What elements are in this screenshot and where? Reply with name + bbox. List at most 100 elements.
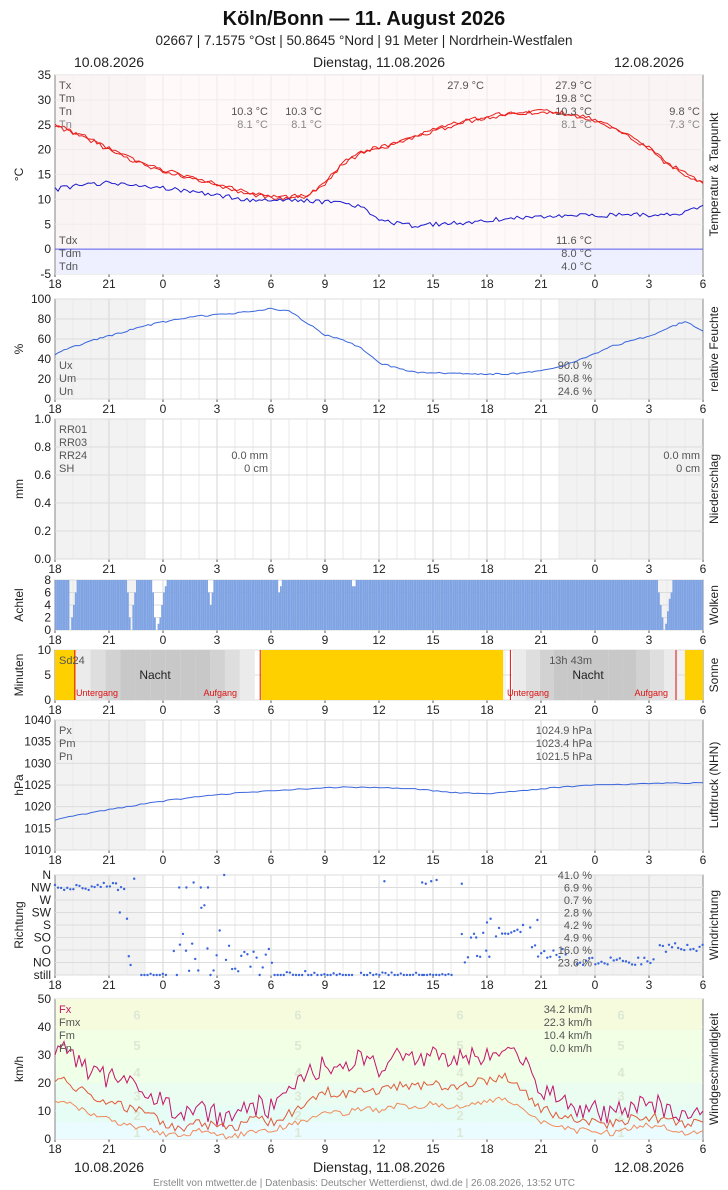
precip-x-tick: 6 bbox=[268, 562, 275, 576]
temp-x-tick: 3 bbox=[214, 277, 221, 291]
dir-point bbox=[615, 958, 618, 961]
cloud-bar bbox=[238, 580, 241, 630]
wind-bft-label: 6 bbox=[294, 1007, 301, 1022]
dir-point bbox=[584, 959, 588, 962]
dir-point bbox=[105, 885, 109, 888]
cloud-bar bbox=[200, 580, 203, 630]
dir-point bbox=[206, 886, 210, 889]
cloud-bar bbox=[445, 580, 448, 630]
cloud-bar bbox=[683, 580, 685, 630]
cloud-bar bbox=[692, 580, 694, 630]
cloud-bar bbox=[56, 580, 59, 630]
cloud-bar bbox=[618, 580, 621, 630]
cloud-bar bbox=[127, 592, 129, 630]
dir-share-value: 0.7 % bbox=[564, 895, 592, 907]
footer-credit: Erstellt von mtwetter.de | Datenbasis: D… bbox=[153, 1178, 575, 1189]
dir-point bbox=[194, 957, 197, 961]
cloud-bar bbox=[580, 580, 583, 630]
cloud-bar bbox=[89, 580, 91, 630]
cloud-bar bbox=[361, 580, 363, 630]
cloud-bar bbox=[620, 580, 622, 630]
sun-y-tick: 0 bbox=[44, 693, 51, 707]
dir-point bbox=[689, 948, 692, 951]
wind-value: 34.2 km/h bbox=[544, 1004, 592, 1016]
precip-x-tick: 3 bbox=[646, 562, 653, 576]
cloud-bar bbox=[76, 580, 79, 630]
cloud-bar bbox=[566, 580, 568, 630]
cloud-bar bbox=[251, 580, 253, 630]
dir-point bbox=[417, 973, 421, 977]
cloud-bar bbox=[186, 580, 189, 630]
press-x-tick: 6 bbox=[268, 853, 275, 867]
dir-x-tick: 9 bbox=[322, 978, 329, 992]
temp-ylabel: °C bbox=[12, 167, 26, 181]
cloud-bar bbox=[346, 580, 349, 630]
cloud-bar bbox=[701, 580, 703, 630]
cloud-bar bbox=[269, 580, 271, 630]
cloud-bar bbox=[217, 580, 219, 630]
cloud-bar bbox=[377, 580, 379, 630]
cloud-bar bbox=[420, 580, 423, 630]
wind-x-tick: 3 bbox=[214, 1142, 221, 1156]
cloud-bar bbox=[121, 580, 124, 630]
dir-point bbox=[405, 973, 409, 977]
temp-x-tick: 3 bbox=[646, 277, 653, 291]
cloud-bar bbox=[321, 580, 324, 630]
cloud-bar bbox=[366, 580, 369, 630]
dir-point bbox=[485, 949, 488, 952]
dir-point bbox=[421, 973, 424, 977]
precip-x-tick: 15 bbox=[426, 562, 440, 576]
dir-point bbox=[472, 932, 476, 936]
cloud-bar bbox=[694, 580, 696, 630]
cloud-bar bbox=[508, 580, 511, 630]
cloud-bar bbox=[182, 580, 185, 630]
cloud-bar bbox=[431, 580, 433, 630]
cloud-bar bbox=[92, 580, 95, 630]
dir-point bbox=[192, 881, 195, 884]
precip-x-tick: 18 bbox=[48, 562, 62, 576]
sun-night-band bbox=[595, 650, 609, 700]
dir-point bbox=[233, 967, 237, 970]
dir-point bbox=[175, 973, 179, 977]
dir-point bbox=[187, 969, 191, 973]
clouds-x-tick: 0 bbox=[592, 633, 599, 647]
dir-point bbox=[561, 947, 564, 951]
dir-point bbox=[209, 973, 212, 977]
press-value: 1024.9 hPa bbox=[536, 725, 593, 737]
dir-point bbox=[224, 958, 228, 962]
dir-point bbox=[341, 973, 345, 977]
cloud-bar bbox=[550, 580, 552, 630]
clouds-y-tick: 0 bbox=[44, 623, 51, 637]
cloud-bar bbox=[393, 580, 396, 630]
wind-y-tick: 10 bbox=[38, 1104, 52, 1118]
cloud-bar bbox=[389, 580, 392, 630]
dir-point bbox=[489, 917, 492, 920]
cloud-bar bbox=[386, 580, 388, 630]
dir-y-tick: still bbox=[34, 968, 51, 982]
dir-point bbox=[683, 948, 686, 952]
wind-bft-label: 3 bbox=[456, 1089, 463, 1104]
dir-point bbox=[161, 972, 165, 976]
cloud-bar bbox=[296, 580, 298, 630]
dir-point bbox=[190, 942, 194, 945]
dir-point bbox=[246, 953, 249, 956]
cloud-bar bbox=[384, 580, 387, 630]
cloud-bar bbox=[145, 580, 147, 630]
dir-point bbox=[396, 973, 399, 977]
cloud-bar bbox=[134, 592, 136, 630]
cloud-bar bbox=[80, 580, 82, 630]
dir-point bbox=[146, 973, 149, 977]
dir-point bbox=[588, 956, 591, 960]
cloud-bar bbox=[159, 617, 162, 630]
sun-night-band bbox=[608, 650, 623, 700]
cloud-bar bbox=[611, 580, 613, 630]
cloud-bar bbox=[195, 580, 198, 630]
press-series-line bbox=[54, 781, 704, 821]
cloud-bar bbox=[85, 580, 88, 630]
cloud-bar bbox=[442, 580, 444, 630]
cloud-bar bbox=[213, 580, 216, 630]
cloud-bar bbox=[152, 592, 154, 630]
cloud-bar bbox=[409, 580, 412, 630]
cloud-bar bbox=[332, 580, 334, 630]
